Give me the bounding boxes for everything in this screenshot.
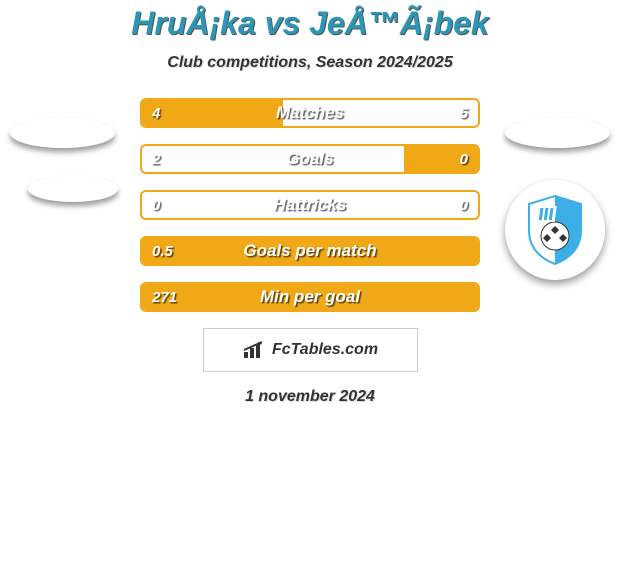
bar-value-left: 0.5 xyxy=(152,238,173,264)
bar-value-right: 0 xyxy=(460,192,468,218)
team-crest-icon xyxy=(515,190,595,270)
site-logo[interactable]: FcTables.com xyxy=(203,328,418,372)
bar-value-right: 0 xyxy=(460,146,468,172)
comparison-title: HruÅ¡ka vs JeÅ™Ã¡bek xyxy=(0,5,620,42)
stat-bar: Matches4 5 xyxy=(140,98,480,128)
bar-value-left: 2 xyxy=(152,146,160,172)
player2-avatar xyxy=(505,118,610,280)
stat-bar: Min per goal271 xyxy=(140,282,480,312)
bar-label: Min per goal xyxy=(142,284,478,310)
bar-label: Goals xyxy=(142,146,478,172)
avatar-placeholder-icon xyxy=(10,118,115,148)
avatar-placeholder-icon xyxy=(28,176,118,202)
bar-label: Hattricks xyxy=(142,192,478,218)
avatar-placeholder-icon xyxy=(505,118,610,148)
site-logo-text: FcTables.com xyxy=(272,341,378,359)
stat-bar: Goals2 0 xyxy=(140,144,480,174)
stat-bar: Goals per match0.5 xyxy=(140,236,480,266)
bar-value-left: 271 xyxy=(152,284,177,310)
bar-value-left: 4 xyxy=(152,100,160,126)
bars-icon xyxy=(242,340,266,360)
comparison-bars: Matches45Goals20Hattricks00Goals per mat… xyxy=(140,98,480,312)
snapshot-date: 1 november 2024 xyxy=(0,388,620,406)
stat-bar: Hattricks0 0 xyxy=(140,190,480,220)
bar-label: Goals per match xyxy=(142,238,478,264)
bar-value-left: 0 xyxy=(152,192,160,218)
bar-value-right: 5 xyxy=(460,100,468,126)
team-badge-icon xyxy=(505,180,605,280)
player1-avatar xyxy=(10,118,118,202)
comparison-subtitle: Club competitions, Season 2024/2025 xyxy=(0,54,620,72)
bar-label: Matches xyxy=(142,100,478,126)
